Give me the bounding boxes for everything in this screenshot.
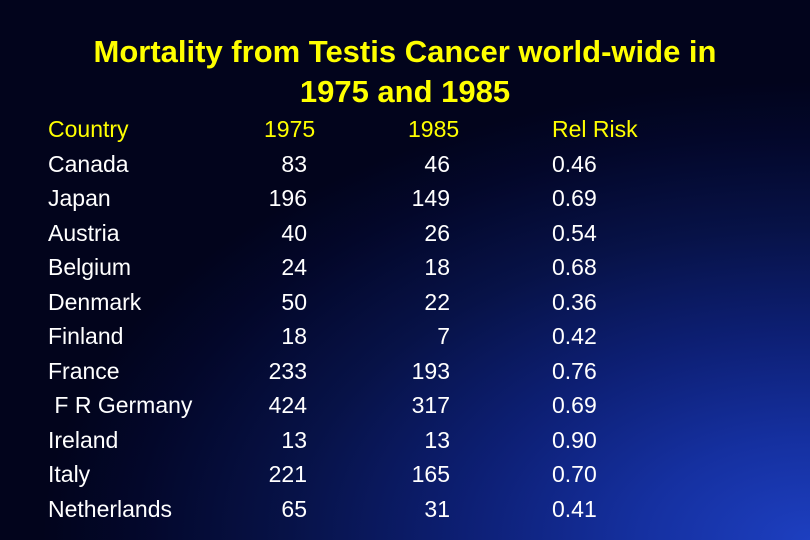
table-row: Japan 196 149 0.69 [0,181,810,216]
rel-risk-cell: 0.90 [552,426,597,453]
value-1975-cell: 50 [281,288,307,315]
value-1985-cell: 13 [424,426,450,453]
value-1985-cell: 46 [424,150,450,177]
value-1975-cell: 83 [281,150,307,177]
rel-risk-cell: 0.68 [552,254,597,280]
value-1985-cell: 149 [411,185,450,211]
value-1985-cell: 26 [424,219,450,246]
country-cell: Italy [48,461,91,487]
country-cell: Canada [48,150,129,177]
table-row: Denmark 50 22 0.36 [0,285,810,320]
header-country: Country [48,116,129,142]
table-row: Austria 40 26 0.54 [0,216,810,251]
country-cell: Ireland [48,426,119,453]
rel-risk-cell: 0.54 [552,219,597,246]
value-1985-cell: 193 [411,357,450,384]
slide-title: Mortality from Testis Cancer world-wide … [0,32,810,112]
value-1975-cell: 24 [281,254,307,280]
rel-risk-cell: 0.36 [552,288,597,315]
value-1985-cell: 22 [424,288,450,315]
table-row: Italy 221 165 0.70 [0,457,810,492]
header-rel-risk: Rel Risk [552,116,638,142]
rel-risk-cell: 0.76 [552,357,597,384]
table-row: F R Germany 424 317 0.69 [0,388,810,423]
rel-risk-cell: 0.42 [552,323,597,349]
table-header-row: Country 1975 1985 Rel Risk [0,112,810,147]
rel-risk-cell: 0.46 [552,150,597,177]
value-1985-cell: 18 [424,254,450,280]
table-row: Ireland 13 13 0.90 [0,423,810,458]
value-1975-cell: 233 [268,357,307,384]
value-1975-cell: 196 [268,185,307,211]
country-cell: Japan [48,185,111,211]
value-1975-cell: 40 [281,219,307,246]
value-1985-cell: 31 [424,495,450,522]
country-cell: Austria [48,219,120,246]
header-1985: 1985 [408,116,460,142]
country-cell: Belgium [48,254,132,280]
mortality-table: Country 1975 1985 Rel Risk Canada 83 46 … [0,112,810,526]
table-row: Finland 18 7 0.42 [0,319,810,354]
title-line-1: Mortality from Testis Cancer world-wide … [93,34,717,69]
table-row: Canada 83 46 0.46 [0,147,810,182]
value-1985-cell: 317 [411,392,450,418]
country-cell: France [48,357,120,384]
rel-risk-cell: 0.69 [552,185,597,211]
value-1985-cell: 7 [437,323,450,349]
value-1975-cell: 65 [281,495,307,522]
rel-risk-cell: 0.70 [552,461,597,487]
value-1975-cell: 424 [268,392,307,418]
country-cell: Netherlands [48,495,173,522]
title-line-2: 1975 and 1985 [299,74,511,109]
value-1975-cell: 13 [281,426,307,453]
header-1975: 1975 [264,116,316,142]
table-row: France 233 193 0.76 [0,354,810,389]
table-row: Netherlands 65 31 0.41 [0,492,810,527]
country-cell: Denmark [48,288,142,315]
table-row: Belgium 24 18 0.68 [0,250,810,285]
country-cell: Finland [48,323,124,349]
value-1975-cell: 18 [281,323,307,349]
value-1975-cell: 221 [268,461,307,487]
value-1985-cell: 165 [411,461,450,487]
rel-risk-cell: 0.41 [552,495,597,522]
country-cell: F R Germany [48,392,193,418]
rel-risk-cell: 0.69 [552,392,597,418]
